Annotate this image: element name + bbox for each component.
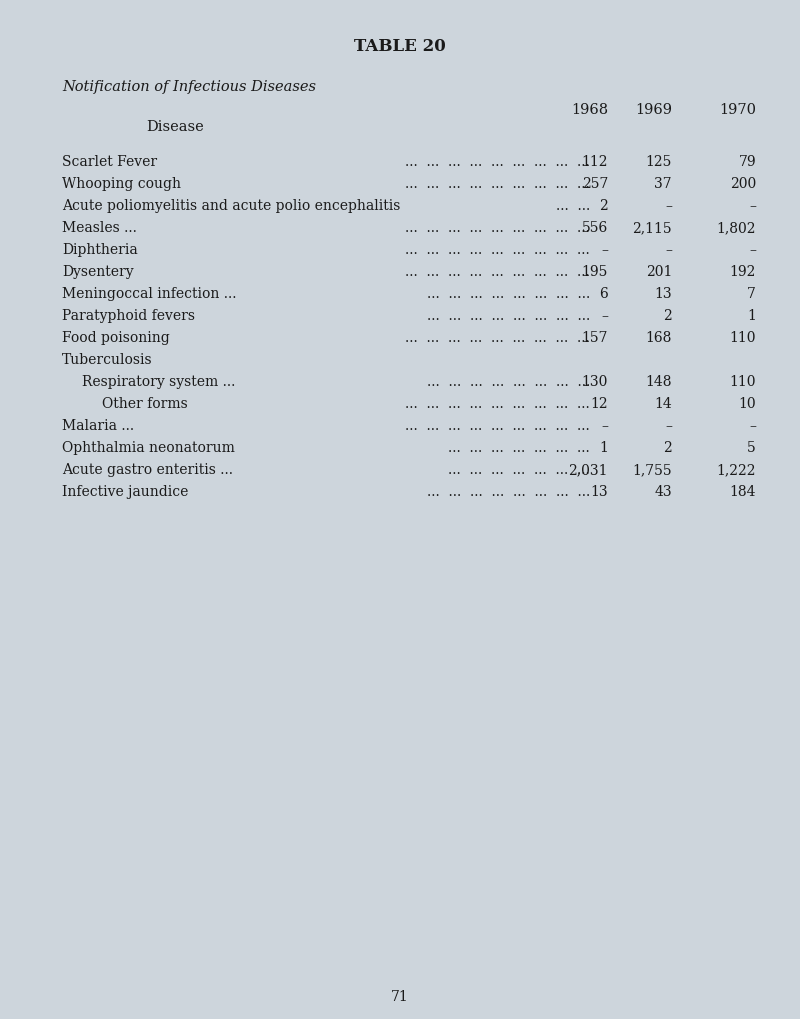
Text: –: – — [665, 199, 672, 213]
Text: 148: 148 — [646, 375, 672, 388]
Text: Ophthalmia neonatorum: Ophthalmia neonatorum — [62, 440, 235, 454]
Text: –: – — [749, 199, 756, 213]
Text: ...  ...  ...  ...  ...  ...  ...  ...  ...: ... ... ... ... ... ... ... ... ... — [406, 396, 590, 411]
Text: ...  ...  ...  ...  ...  ...  ...  ...: ... ... ... ... ... ... ... ... — [426, 484, 590, 498]
Text: 43: 43 — [654, 484, 672, 498]
Text: 157: 157 — [582, 331, 608, 344]
Text: 168: 168 — [646, 331, 672, 344]
Text: 130: 130 — [582, 375, 608, 388]
Text: 1969: 1969 — [635, 103, 672, 117]
Text: 1968: 1968 — [571, 103, 608, 117]
Text: 1,802: 1,802 — [717, 221, 756, 234]
Text: Tuberculosis: Tuberculosis — [62, 353, 153, 367]
Text: ...  ...  ...  ...  ...  ...  ...  ...  ...: ... ... ... ... ... ... ... ... ... — [406, 177, 590, 191]
Text: –: – — [665, 419, 672, 433]
Text: 13: 13 — [590, 484, 608, 498]
Text: 37: 37 — [654, 177, 672, 191]
Text: 184: 184 — [730, 484, 756, 498]
Text: Scarlet Fever: Scarlet Fever — [62, 155, 157, 169]
Text: Measles ...: Measles ... — [62, 221, 137, 234]
Text: Whooping cough: Whooping cough — [62, 177, 181, 191]
Text: TABLE 20: TABLE 20 — [354, 38, 446, 55]
Text: 125: 125 — [646, 155, 672, 169]
Text: 5: 5 — [747, 440, 756, 454]
Text: ...  ...  ...  ...  ...  ...  ...  ...  ...: ... ... ... ... ... ... ... ... ... — [406, 155, 590, 169]
Text: 556: 556 — [582, 221, 608, 234]
Text: –: – — [601, 309, 608, 323]
Text: ...  ...  ...  ...  ...  ...  ...  ...  ...: ... ... ... ... ... ... ... ... ... — [406, 331, 590, 344]
Text: –: – — [601, 243, 608, 257]
Text: 79: 79 — [738, 155, 756, 169]
Text: ...  ...  ...  ...  ...  ...  ...  ...  ...: ... ... ... ... ... ... ... ... ... — [406, 419, 590, 433]
Text: 7: 7 — [747, 286, 756, 301]
Text: 13: 13 — [654, 286, 672, 301]
Text: ...  ...  ...  ...  ...  ...  ...  ...: ... ... ... ... ... ... ... ... — [426, 375, 590, 388]
Text: Meningoccal infection ...: Meningoccal infection ... — [62, 286, 237, 301]
Text: ...  ...  ...  ...  ...  ...  ...  ...: ... ... ... ... ... ... ... ... — [426, 309, 590, 323]
Text: Other forms: Other forms — [102, 396, 188, 411]
Text: 10: 10 — [738, 396, 756, 411]
Text: ...  ...  ...  ...  ...  ...  ...: ... ... ... ... ... ... ... — [448, 463, 590, 477]
Text: 110: 110 — [730, 331, 756, 344]
Text: –: – — [665, 243, 672, 257]
Text: Disease: Disease — [146, 120, 204, 133]
Text: Acute gastro enteritis ...: Acute gastro enteritis ... — [62, 463, 233, 477]
Text: 6: 6 — [599, 286, 608, 301]
Text: Acute poliomyelitis and acute polio encephalitis: Acute poliomyelitis and acute polio ence… — [62, 199, 400, 213]
Text: 2: 2 — [663, 440, 672, 454]
Text: 110: 110 — [730, 375, 756, 388]
Text: –: – — [749, 419, 756, 433]
Text: 12: 12 — [590, 396, 608, 411]
Text: ...  ...  ...  ...  ...  ...  ...  ...  ...: ... ... ... ... ... ... ... ... ... — [406, 265, 590, 279]
Text: 1,222: 1,222 — [717, 463, 756, 477]
Text: Diphtheria: Diphtheria — [62, 243, 138, 257]
Text: 2: 2 — [599, 199, 608, 213]
Text: Paratyphoid fevers: Paratyphoid fevers — [62, 309, 195, 323]
Text: 71: 71 — [391, 989, 409, 1003]
Text: 2,031: 2,031 — [569, 463, 608, 477]
Text: 195: 195 — [582, 265, 608, 279]
Text: Malaria ...: Malaria ... — [62, 419, 134, 433]
Text: ...  ...  ...  ...  ...  ...  ...: ... ... ... ... ... ... ... — [448, 440, 590, 454]
Text: Dysentery: Dysentery — [62, 265, 134, 279]
Text: 1970: 1970 — [719, 103, 756, 117]
Text: Respiratory system ...: Respiratory system ... — [82, 375, 235, 388]
Text: 257: 257 — [582, 177, 608, 191]
Text: 2: 2 — [663, 309, 672, 323]
Text: 201: 201 — [646, 265, 672, 279]
Text: ...  ...  ...  ...  ...  ...  ...  ...  ...: ... ... ... ... ... ... ... ... ... — [406, 243, 590, 257]
Text: 200: 200 — [730, 177, 756, 191]
Text: Food poisoning: Food poisoning — [62, 331, 170, 344]
Text: Infective jaundice: Infective jaundice — [62, 484, 188, 498]
Text: 14: 14 — [654, 396, 672, 411]
Text: 2,115: 2,115 — [632, 221, 672, 234]
Text: ...  ...  ...  ...  ...  ...  ...  ...: ... ... ... ... ... ... ... ... — [426, 286, 590, 301]
Text: 1: 1 — [747, 309, 756, 323]
Text: ...  ...  ...  ...  ...  ...  ...  ...  ...: ... ... ... ... ... ... ... ... ... — [406, 221, 590, 234]
Text: 1: 1 — [599, 440, 608, 454]
Text: –: – — [749, 243, 756, 257]
Text: 112: 112 — [582, 155, 608, 169]
Text: 1,755: 1,755 — [632, 463, 672, 477]
Text: –: – — [601, 419, 608, 433]
Text: 192: 192 — [730, 265, 756, 279]
Text: Notification of Infectious Diseases: Notification of Infectious Diseases — [62, 79, 316, 94]
Text: ...  ...: ... ... — [556, 199, 590, 213]
